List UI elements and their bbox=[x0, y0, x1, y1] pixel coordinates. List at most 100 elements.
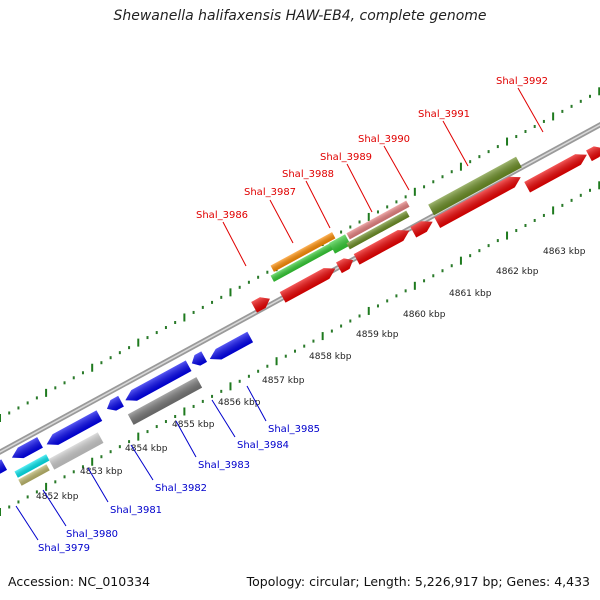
gene-label-reverse: Shal_3982 bbox=[155, 483, 207, 494]
feature-shade bbox=[11, 437, 43, 459]
cds-reverse bbox=[125, 360, 192, 401]
tick-label: 4859 kbp bbox=[356, 330, 399, 340]
cds-reverse bbox=[191, 351, 208, 366]
feature-shade bbox=[353, 230, 410, 265]
tick-dot bbox=[26, 495, 29, 499]
leader-line bbox=[246, 385, 267, 422]
gene-olive bbox=[428, 156, 522, 216]
tick-dot bbox=[118, 445, 121, 449]
map-title: Shewanella halifaxensis HAW-EB4, complet… bbox=[113, 8, 487, 24]
cds-forward bbox=[279, 268, 336, 303]
tick-dot bbox=[211, 300, 214, 304]
tick-label: 4857 kbp bbox=[262, 376, 305, 386]
gene-label-forward: Shal_3989 bbox=[320, 152, 372, 163]
gene-label-reverse: Shal_3983 bbox=[198, 460, 250, 471]
tick-dot bbox=[561, 109, 564, 113]
tick-dot bbox=[423, 279, 426, 283]
tick-dot bbox=[109, 450, 112, 454]
leader-line bbox=[383, 145, 410, 191]
tick-dot bbox=[220, 389, 223, 393]
feature-shade bbox=[270, 242, 336, 282]
gene-orange bbox=[270, 232, 336, 272]
gene-label-forward: Shal_3988 bbox=[282, 169, 334, 180]
gene-labels: Shal_3986 Shal_3987 Shal_3988 Shal_3989 Shal… bbox=[15, 76, 548, 554]
gene-olive bbox=[346, 210, 410, 250]
tick-dot bbox=[201, 305, 204, 309]
tick-dot bbox=[340, 324, 343, 328]
tick-dot bbox=[100, 455, 103, 459]
leader-line bbox=[222, 221, 247, 267]
gene-label-forward: Shal_3992 bbox=[496, 76, 548, 87]
cds-reverse bbox=[46, 410, 103, 445]
gene-label-reverse: Shal_3984 bbox=[237, 440, 289, 451]
feature-shade bbox=[46, 410, 103, 445]
cds-forward bbox=[524, 154, 587, 193]
tick-dot bbox=[164, 420, 167, 424]
cds-reverse bbox=[209, 331, 254, 360]
feature-shade bbox=[524, 154, 587, 193]
leader-line bbox=[175, 420, 197, 458]
tick-dot bbox=[515, 135, 518, 139]
tick-dot bbox=[432, 180, 435, 184]
tick-dot bbox=[496, 145, 499, 149]
feature-shade bbox=[18, 464, 50, 486]
tick-dot bbox=[35, 490, 38, 494]
feature-shade bbox=[336, 258, 354, 274]
tick-dot bbox=[26, 401, 29, 405]
tick-dot bbox=[358, 220, 361, 224]
tick-dot bbox=[432, 274, 435, 278]
tick-dot bbox=[404, 195, 407, 199]
tick-label: 4853 kbp bbox=[80, 467, 123, 477]
tick-dot bbox=[376, 304, 379, 308]
tick-dot bbox=[192, 310, 195, 314]
tick-dot bbox=[450, 264, 453, 268]
feature-shade bbox=[251, 297, 270, 313]
dotted-rings bbox=[0, 87, 600, 516]
gene-green bbox=[270, 242, 336, 282]
feature-shade bbox=[428, 156, 522, 216]
leader-line bbox=[130, 444, 154, 481]
tick-dot bbox=[220, 295, 223, 299]
tick-dot bbox=[54, 480, 57, 484]
tick-dot bbox=[478, 249, 481, 253]
gene-label-reverse: Shal_3985 bbox=[268, 424, 320, 435]
tick-label: 4858 kbp bbox=[309, 352, 352, 362]
tick-label: 4855 kbp bbox=[172, 420, 215, 430]
tick-dot bbox=[340, 230, 343, 234]
feature-shade bbox=[0, 459, 8, 474]
gene-cyan bbox=[14, 454, 50, 478]
leader-line bbox=[15, 505, 39, 541]
leader-line bbox=[87, 467, 109, 503]
tick-dot bbox=[247, 374, 250, 378]
tick-dot bbox=[63, 475, 66, 479]
tick-dot bbox=[450, 170, 453, 174]
tick-dot bbox=[496, 239, 499, 243]
gene-pink bbox=[346, 200, 410, 240]
tick-label: 4854 kbp bbox=[125, 444, 168, 454]
cds-forward bbox=[586, 146, 600, 162]
tick-dot bbox=[469, 254, 472, 258]
tick-dot bbox=[174, 321, 177, 325]
tick-dot bbox=[561, 203, 564, 207]
tick-dot bbox=[423, 185, 426, 189]
gene-label-forward: Shal_3991 bbox=[418, 109, 470, 120]
genome-summary-text: Topology: circular; Length: 5,226,917 bp… bbox=[246, 574, 590, 589]
tick-dot bbox=[330, 329, 333, 333]
leader-line bbox=[269, 199, 294, 244]
gene-tan bbox=[18, 464, 50, 486]
leader-line bbox=[517, 87, 544, 133]
leader-line bbox=[211, 399, 236, 438]
tick-dot bbox=[238, 285, 241, 289]
tick-dot bbox=[146, 336, 149, 340]
cds-forward bbox=[434, 176, 521, 229]
tick-dot bbox=[8, 505, 11, 509]
tick-dot bbox=[487, 244, 490, 248]
tick-dot bbox=[524, 130, 527, 134]
tick-dot bbox=[515, 229, 518, 233]
tick-label: 4861 kbp bbox=[449, 289, 492, 299]
leader-line bbox=[42, 489, 67, 527]
tick-dot bbox=[72, 376, 75, 380]
tick-dot bbox=[146, 430, 149, 434]
tick-dot bbox=[17, 406, 20, 410]
lower-dotted-ring bbox=[0, 181, 600, 516]
